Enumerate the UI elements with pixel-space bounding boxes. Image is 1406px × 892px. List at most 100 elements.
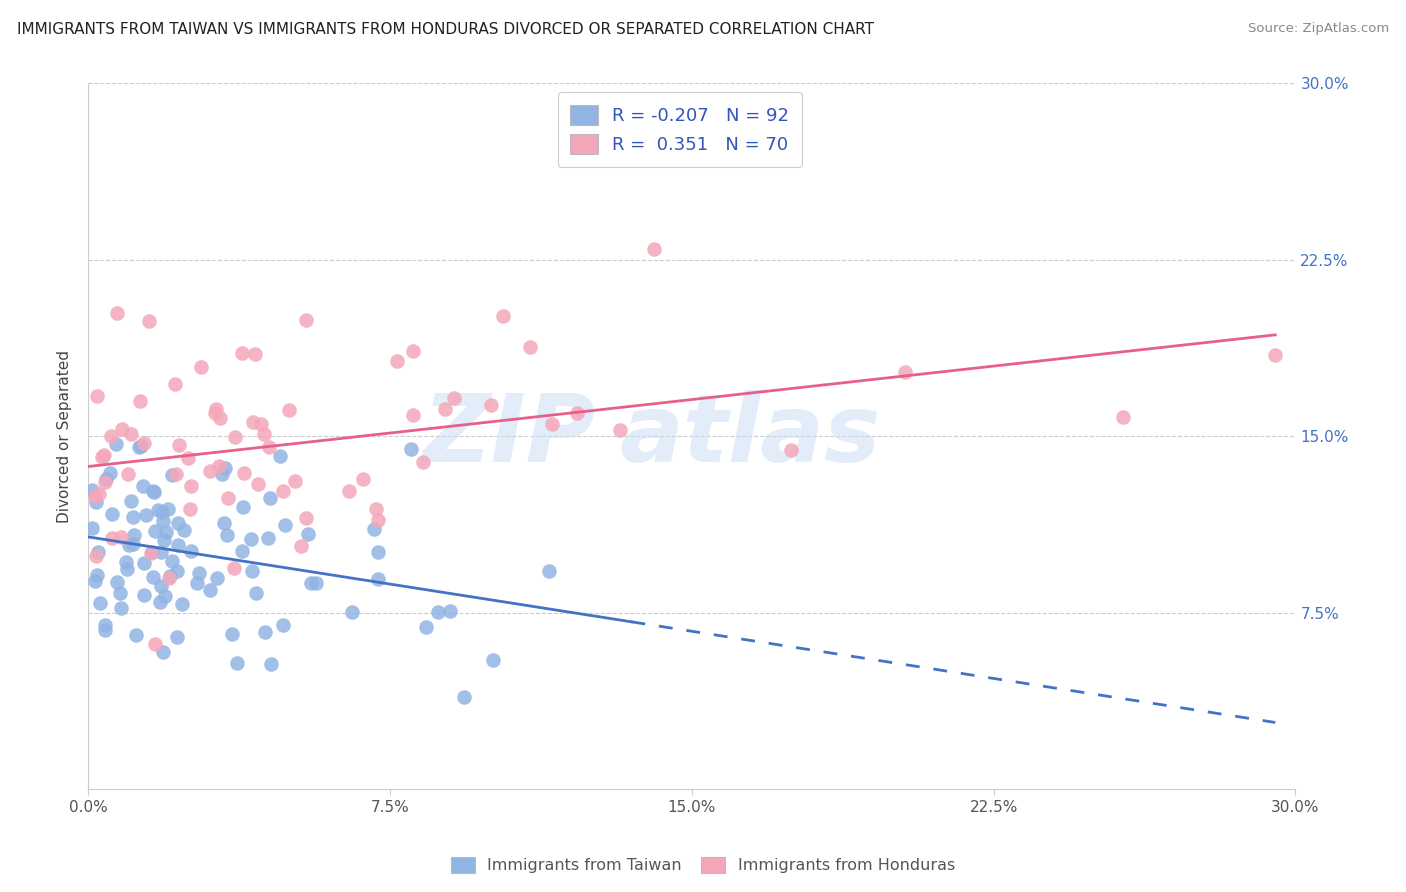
Point [120,494,142,508]
Point [150,505,173,519]
Point [294,510,316,524]
Point [166,630,188,644]
Point [180,544,202,558]
Point [143,637,166,651]
Point [780,442,803,457]
Point [221,627,243,641]
Point [143,485,166,500]
Point [157,502,180,516]
Point [643,242,665,256]
Point [609,423,631,437]
Point [153,533,176,547]
Point [149,595,172,609]
Point [352,472,374,486]
Text: Source: ZipAtlas.com: Source: ZipAtlas.com [1249,22,1389,36]
Point [433,402,456,417]
Point [260,657,283,671]
Point [121,537,143,551]
Point [207,571,229,585]
Point [166,565,188,579]
Legend: R = -0.207   N = 92, R =  0.351   N = 70: R = -0.207 N = 92, R = 0.351 N = 70 [558,93,801,167]
Point [160,554,183,568]
Point [86,495,108,509]
Point [1112,409,1135,424]
Point [94,617,117,632]
Point [90,450,112,465]
Point [86,389,108,403]
Point [412,455,434,469]
Point [231,543,253,558]
Point [100,532,122,546]
Point [94,472,117,486]
Point [186,576,208,591]
Point [167,539,190,553]
Point [481,653,503,667]
Point [567,406,589,420]
Point [141,545,163,559]
Point [402,343,425,358]
Y-axis label: Divorced or Separated: Divorced or Separated [58,350,72,523]
Point [257,531,280,545]
Point [402,408,425,422]
Point [257,440,280,454]
Legend: Immigrants from Taiwan, Immigrants from Honduras: Immigrants from Taiwan, Immigrants from … [444,850,962,880]
Text: ZIP: ZIP [422,391,595,483]
Point [132,588,155,602]
Point [290,540,312,554]
Point [337,483,360,498]
Point [135,508,157,522]
Point [108,586,131,600]
Point [250,417,273,431]
Point [401,442,423,456]
Point [149,579,172,593]
Point [120,426,142,441]
Point [1264,348,1286,362]
Point [139,546,162,560]
Text: atlas: atlas [620,391,880,483]
Point [142,484,165,499]
Point [142,570,165,584]
Point [439,604,461,618]
Point [198,464,221,478]
Point [167,438,190,452]
Point [122,527,145,541]
Point [157,570,180,584]
Point [143,524,166,539]
Point [242,415,264,429]
Point [177,450,200,465]
Point [101,508,124,522]
Point [217,491,239,506]
Point [537,565,560,579]
Point [110,601,132,615]
Point [93,475,115,490]
Point [232,500,254,514]
Point [146,503,169,517]
Point [243,347,266,361]
Point [134,556,156,570]
Point [160,468,183,483]
Point [166,516,188,530]
Point [240,532,263,546]
Point [453,690,475,705]
Point [84,490,107,504]
Point [118,538,141,552]
Point [138,314,160,328]
Point [278,402,301,417]
Point [117,467,139,482]
Point [204,406,226,420]
Point [233,467,256,481]
Point [115,562,138,576]
Point [100,429,122,443]
Point [385,354,408,368]
Point [479,399,502,413]
Point [211,467,233,481]
Point [149,544,172,558]
Point [208,411,231,425]
Point [274,517,297,532]
Point [89,487,111,501]
Point [367,545,389,559]
Point [295,313,318,327]
Point [190,360,212,375]
Point [443,391,465,405]
Point [297,526,319,541]
